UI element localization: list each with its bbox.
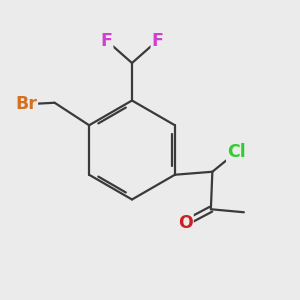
- Text: Br: Br: [15, 95, 37, 113]
- Text: O: O: [178, 214, 193, 232]
- Text: F: F: [100, 32, 112, 50]
- Text: Cl: Cl: [227, 143, 246, 161]
- Text: F: F: [152, 32, 164, 50]
